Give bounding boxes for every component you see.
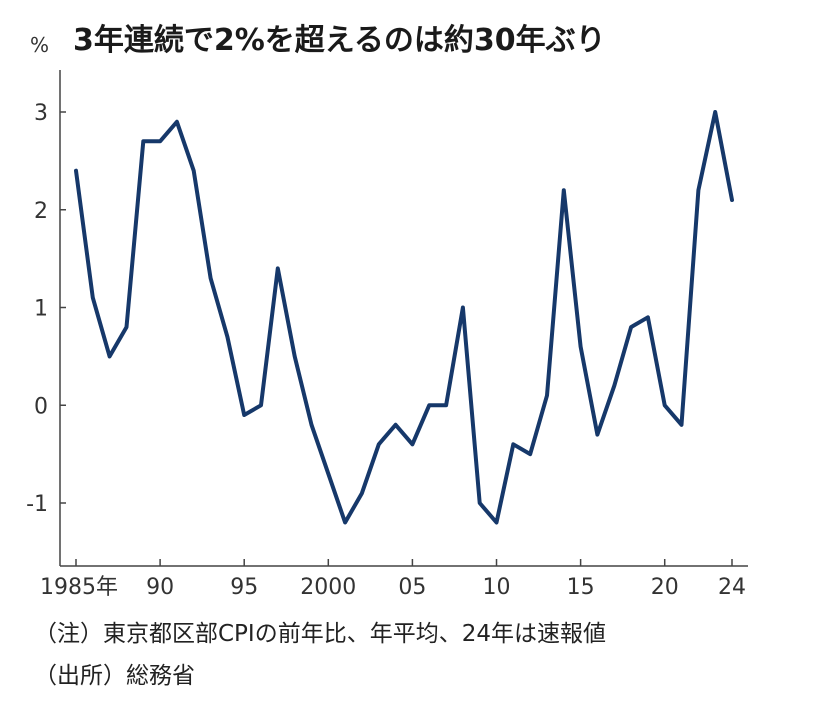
x-tick-label: 15 bbox=[567, 575, 595, 600]
series-layer bbox=[74, 110, 734, 525]
x-tick-label: 24 bbox=[718, 575, 746, 600]
x-tick-label: 10 bbox=[483, 575, 511, 600]
chart-note: （注）東京都区部CPIの前年比、年平均、24年は速報値 bbox=[34, 621, 606, 647]
chart-source: （出所）総務省 bbox=[34, 663, 195, 689]
series-line bbox=[74, 110, 734, 525]
x-tick-label: 90 bbox=[146, 575, 174, 600]
y-tick-label: 1 bbox=[34, 297, 48, 322]
x-tick-label: 20 bbox=[651, 575, 679, 600]
axes bbox=[59, 70, 748, 567]
x-tick-label: 1985年 bbox=[40, 575, 118, 600]
x-ticks: 1985年 90 95 2000 05 10 15 20 24 bbox=[40, 559, 746, 600]
x-tick-label: 95 bbox=[230, 575, 258, 600]
y-ticks: 3 2 1 0 -1 bbox=[26, 101, 66, 517]
x-tick-label: 05 bbox=[398, 575, 426, 600]
y-tick-label: -1 bbox=[26, 492, 48, 517]
y-tick-label: 2 bbox=[34, 199, 48, 224]
y-tick-label: 0 bbox=[34, 394, 48, 419]
y-unit-label: % bbox=[30, 33, 49, 57]
chart-title: 3年連続で2%を超えるのは約30年ぶり bbox=[73, 23, 606, 58]
y-tick-label: 3 bbox=[34, 101, 48, 126]
x-tick-label: 2000 bbox=[300, 575, 356, 600]
